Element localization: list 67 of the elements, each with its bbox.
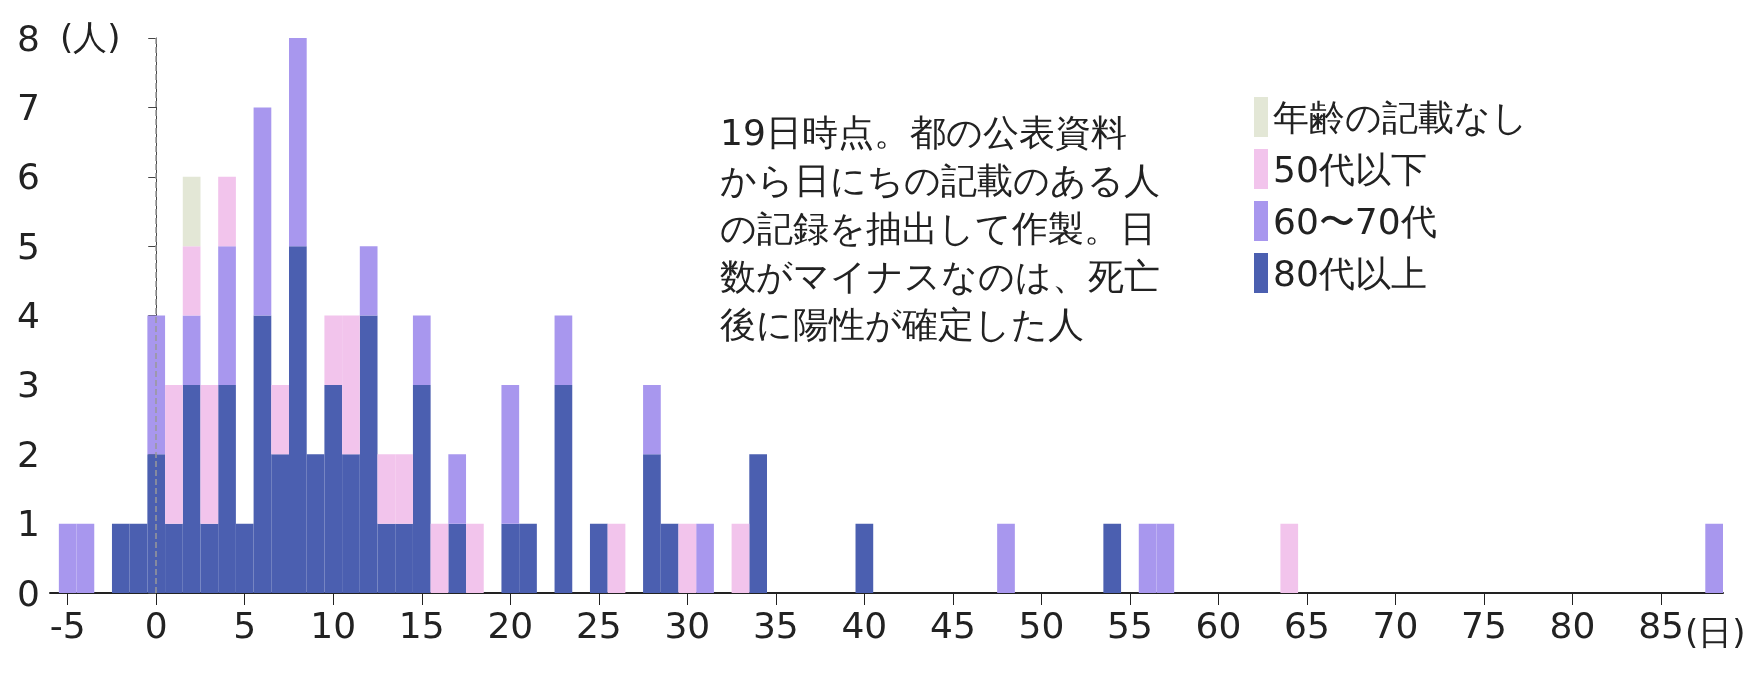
y-tick-label: 5 <box>17 225 40 267</box>
bar <box>448 523 467 593</box>
y-tick-label: 2 <box>17 433 40 475</box>
bar <box>200 384 219 524</box>
y-tick-label: 8 <box>17 17 40 59</box>
x-tick-label: 45 <box>929 604 976 646</box>
x-tick-label: 60 <box>1195 604 1242 646</box>
bar <box>430 523 449 593</box>
x-tick-label: -5 <box>49 604 86 646</box>
bar <box>271 384 289 455</box>
bar <box>855 523 874 593</box>
x-axis-title: (日) <box>1685 612 1746 652</box>
legend-label: 50代以下 <box>1273 148 1427 190</box>
bar <box>554 384 573 593</box>
bar <box>1103 523 1122 593</box>
x-tick-label: 55 <box>1107 604 1153 646</box>
y-tick-label: 3 <box>17 364 40 406</box>
x-tick-label: 20 <box>487 604 534 646</box>
x-tick-label: 0 <box>144 604 168 646</box>
bar <box>359 246 378 316</box>
x-tick-label: 15 <box>398 604 445 646</box>
bar <box>165 384 183 524</box>
x-tick-label: 35 <box>752 604 799 646</box>
bar <box>466 523 484 593</box>
x-tick-label: 70 <box>1372 604 1419 646</box>
bar <box>554 315 573 385</box>
bar <box>253 107 272 316</box>
x-tick-label: 5 <box>233 604 257 646</box>
bar <box>218 176 236 247</box>
bar <box>147 315 166 455</box>
legend-label: 年齢の記載なし <box>1273 96 1528 138</box>
bar <box>412 315 431 385</box>
legend-label: 60〜70代 <box>1273 200 1437 242</box>
annotation: 19日時点。都の公表資料から日にちの記載のある人の記録を抽出して作製。日数がマイナスなのは、死亡後に陽性が確定した人 <box>720 111 1160 345</box>
x-tick-label: 80 <box>1549 604 1596 646</box>
bar <box>182 315 201 385</box>
bar <box>731 523 750 593</box>
bar <box>289 38 307 247</box>
bar <box>1280 523 1299 593</box>
x-tick-label: 85 <box>1638 604 1684 646</box>
legend-label: 80代以上 <box>1273 252 1427 294</box>
x-tick-label: 30 <box>664 604 711 646</box>
bar <box>1705 523 1723 593</box>
bar <box>696 523 714 593</box>
bar <box>218 246 236 385</box>
bar <box>501 384 520 524</box>
bar <box>749 454 767 593</box>
bar <box>678 523 697 593</box>
y-tick-label: 7 <box>17 86 40 128</box>
bar <box>182 246 201 316</box>
bar <box>182 176 201 247</box>
y-tick-label: 0 <box>17 572 40 614</box>
y-axis-title: (人) <box>60 17 121 57</box>
x-tick-label: 25 <box>575 604 622 646</box>
y-tick-label: 6 <box>17 156 40 198</box>
x-tick-label: 50 <box>1018 604 1065 646</box>
x-tick-label: 40 <box>841 604 888 646</box>
x-tick-label: 75 <box>1461 604 1507 646</box>
y-tick-label: 1 <box>17 503 40 545</box>
x-tick-label: 10 <box>310 604 357 646</box>
x-tick-label: 65 <box>1284 604 1330 646</box>
bar <box>997 523 1015 593</box>
bar <box>589 523 608 593</box>
bar <box>448 454 467 524</box>
y-tick-label: 4 <box>17 295 40 336</box>
bar <box>643 384 661 455</box>
bar <box>607 523 626 593</box>
